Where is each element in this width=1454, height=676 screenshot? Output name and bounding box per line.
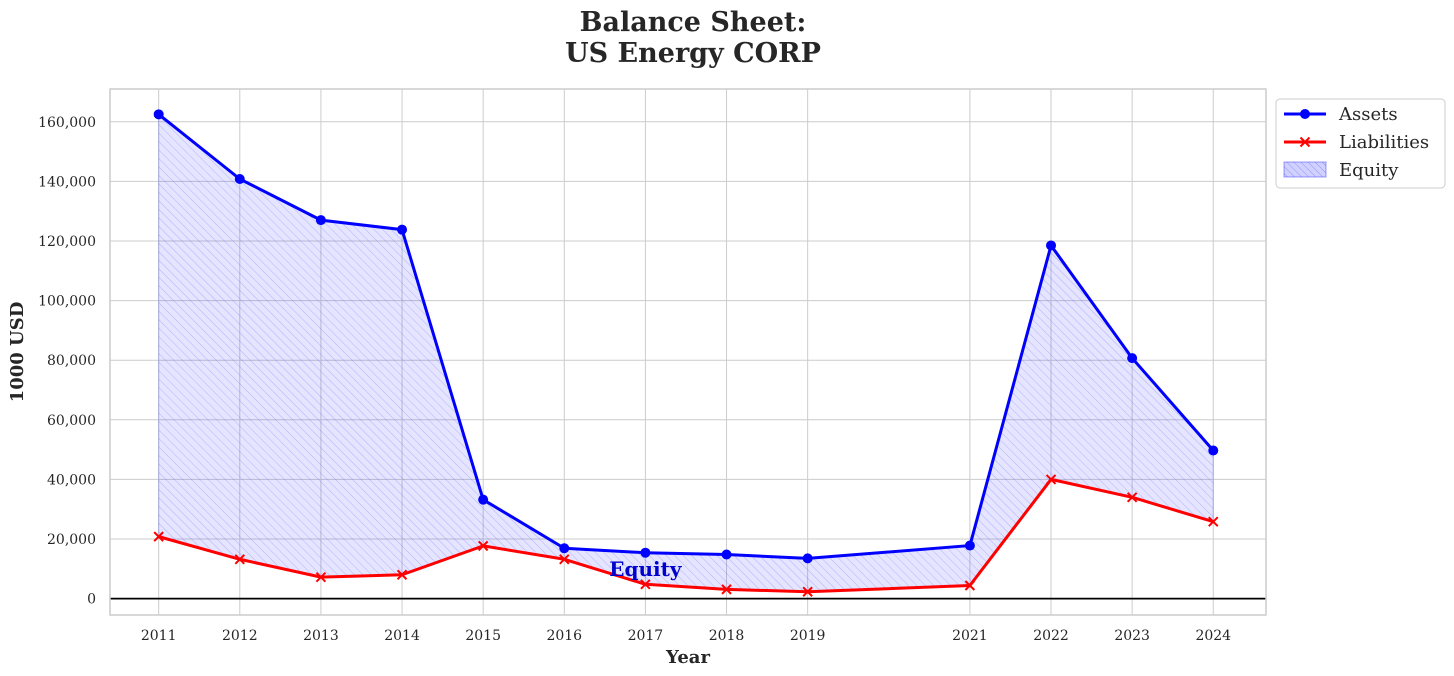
assets-point-2021 bbox=[964, 540, 975, 551]
x-tick-label-2: 2013 bbox=[303, 628, 339, 644]
y-tick-label-8: 160,000 bbox=[38, 115, 96, 131]
x-tick-labels: 2011 2012 2013 2014 2015 2016 2017 2018 2019 2021… bbox=[141, 628, 1231, 644]
assets-point-2018 bbox=[721, 549, 732, 560]
x-tick-label-10: 2022 bbox=[1033, 628, 1069, 644]
liabilities-point-2023 bbox=[1126, 492, 1138, 503]
y-tick-label-5: 100,000 bbox=[38, 294, 96, 310]
legend-equity-swatch bbox=[1283, 161, 1327, 178]
plot-frame bbox=[109, 88, 1267, 616]
assets-point-2024 bbox=[1208, 445, 1219, 456]
liabilities-point-2022 bbox=[1045, 474, 1057, 485]
liabilities-point-2011 bbox=[153, 531, 164, 542]
assets-point-2012 bbox=[234, 174, 245, 185]
x-tick-label-5: 2016 bbox=[546, 628, 582, 644]
liabilities-point-2013 bbox=[315, 571, 327, 583]
liabilities-point-2015 bbox=[477, 540, 489, 552]
liabilities-point-2024 bbox=[1208, 516, 1219, 527]
equity-annotation: Equity bbox=[609, 557, 683, 581]
assets-point-2013 bbox=[315, 215, 326, 226]
liabilities-point-2019 bbox=[802, 586, 813, 597]
y-tick-label-4: 80,000 bbox=[47, 353, 96, 369]
chart-title-line2: US Energy CORP bbox=[565, 38, 821, 69]
legend-equity-label: Equity bbox=[1339, 160, 1399, 181]
x-tick-label-1: 2012 bbox=[222, 628, 258, 644]
liabilities-point-2021 bbox=[964, 580, 976, 591]
assets-point-2019 bbox=[802, 553, 813, 564]
y-axis-title: 1000 USD bbox=[7, 302, 28, 403]
liabilities-point-2012 bbox=[234, 554, 246, 565]
assets-point-2014 bbox=[397, 224, 408, 235]
equity-fill-area bbox=[158, 113, 1214, 593]
legend-assets-marker bbox=[1300, 109, 1310, 119]
chart-title-line1: Balance Sheet: bbox=[580, 7, 807, 38]
legend-liabilities-label: Liabilities bbox=[1339, 132, 1429, 153]
assets-point-2011 bbox=[153, 109, 164, 120]
x-tick-label-8: 2019 bbox=[790, 628, 826, 644]
x-tick-label-0: 2011 bbox=[141, 628, 177, 644]
x-tick-label-12: 2024 bbox=[1195, 628, 1231, 644]
assets-point-2023 bbox=[1127, 353, 1138, 364]
y-tick-label-3: 60,000 bbox=[47, 413, 96, 429]
liabilities-point-2018 bbox=[721, 584, 732, 595]
y-tick-label-0: 0 bbox=[87, 592, 96, 608]
legend: Assets Liabilities Equity bbox=[1275, 98, 1446, 189]
y-tick-label-6: 120,000 bbox=[38, 234, 96, 250]
equity-fill-polygon bbox=[158, 113, 1214, 593]
assets-point-2022 bbox=[1046, 240, 1057, 251]
assets-point-2017 bbox=[640, 547, 651, 558]
plot-border bbox=[109, 88, 1267, 616]
x-tick-label-11: 2023 bbox=[1114, 628, 1150, 644]
liabilities-point-2017 bbox=[640, 579, 651, 590]
assets-point-2015 bbox=[478, 494, 489, 505]
x-tick-label-3: 2014 bbox=[384, 628, 420, 644]
legend-liabilities-marker bbox=[1299, 136, 1311, 148]
y-tick-label-7: 140,000 bbox=[38, 174, 96, 190]
y-tick-label-1: 20,000 bbox=[47, 532, 96, 548]
x-axis-title: Year bbox=[665, 647, 710, 668]
legend-assets-label: Assets bbox=[1338, 104, 1398, 125]
liabilities-point-2014 bbox=[396, 569, 408, 580]
assets-point-2016 bbox=[559, 543, 570, 554]
x-tick-label-6: 2017 bbox=[628, 628, 664, 644]
series bbox=[153, 109, 1219, 597]
x-tick-label-7: 2018 bbox=[709, 628, 745, 644]
y-tick-labels: 0 20,000 40,000 60,000 80,000 100,000 120,000 1… bbox=[38, 115, 96, 608]
x-tick-label-4: 2015 bbox=[465, 628, 501, 644]
y-tick-label-2: 40,000 bbox=[47, 472, 96, 488]
x-tick-label-9: 2021 bbox=[952, 628, 988, 644]
liabilities-point-2016 bbox=[559, 554, 570, 565]
